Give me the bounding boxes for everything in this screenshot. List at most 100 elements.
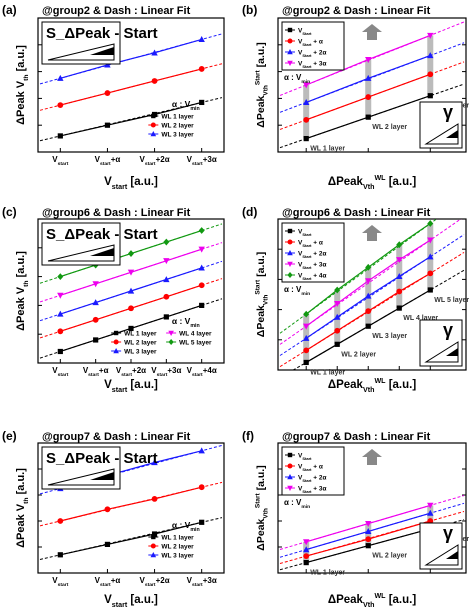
data-point [303,136,309,142]
data-point [57,310,64,317]
legend-label: WL 2 layer [161,123,194,130]
data-point [365,278,372,285]
data-point [334,300,341,307]
alpha-note: α : Vmin [172,316,200,329]
legend-label: WL 1 layer [124,331,157,338]
data-point [151,459,158,466]
legend-marker [113,339,119,345]
y-axis-label: ΔPeak Vth [a.u.] [15,45,30,125]
data-point [427,518,434,524]
x-tick-label: Vstart+4α [187,366,217,378]
series-line [60,521,202,556]
series-line [60,486,202,522]
data-point [427,253,434,260]
legend-marker [287,60,293,66]
wl-label: WL 2 layer [372,124,407,131]
data-point [199,99,205,106]
legend-label: WL 3 layer [124,349,157,356]
plot-frame [37,17,225,153]
range-bar [427,35,434,96]
legend-marker [113,330,119,336]
legend-marker [287,239,293,245]
data-point [365,114,371,120]
data-point [57,348,63,355]
panel-e: (e) @group7 & Dash : Linear Fit ΔPeak Vth … [2,429,225,609]
data-point [57,273,64,280]
range-bar [365,59,372,118]
range-bar [303,85,310,139]
plot-frame [277,218,467,371]
data-point [427,52,434,59]
data-point [365,263,372,271]
gamma-label: γ [443,320,453,340]
data-point [365,308,372,315]
slope-triangle-fill [90,472,114,480]
slope-triangle-fill [90,248,114,256]
legend-label: VStart + α [298,240,323,248]
data-point [365,323,371,329]
data-point [427,32,434,39]
data-point [198,484,205,491]
data-point [427,270,434,277]
data-point [365,536,372,543]
legend-marker [287,474,293,480]
wl-label: WL 3 layer [372,333,407,340]
wl-label: WL 5 layer [434,297,469,304]
panel-d: (d) @group6 & Dash : Linear Fit ΔPeakVthSt… [242,205,469,394]
y-axis-label: ΔPeakVthStart [a.u.] [254,465,269,550]
y-axis-label: ΔPeakVthStart [a.u.] [254,252,269,337]
legend-box [281,222,345,283]
gamma-label: γ [443,523,453,543]
legend-label: WL 5 layer [179,340,212,347]
chart-title: @group2 & Dash : Linear Fit [282,5,431,17]
data-point [396,288,403,295]
data-point [198,282,205,289]
data-point [303,553,310,559]
x-tick-label: Vstart [52,155,68,167]
data-point [427,509,434,516]
data-point [57,102,64,108]
range-bar [427,505,434,529]
alpha-note: α : Vmin [172,520,200,533]
legend-marker [287,27,293,33]
alpha-note: α : Vmin [284,498,310,510]
data-point [104,506,111,513]
legend-label: VStart + 3α [298,486,327,494]
data-point [128,305,134,312]
legend-marker [168,330,174,336]
data-point [93,337,99,343]
legend-marker [287,485,293,491]
data-point [128,250,134,257]
data-point [104,541,111,547]
legend-label: WL 2 layer [124,340,157,347]
data-point [396,305,402,311]
x-tick-label: Vstart+3α [151,366,181,378]
data-point [396,241,403,249]
data-point [303,82,310,89]
legend-marker [151,113,156,119]
legend-label: VStart [298,229,312,237]
data-point [163,293,170,300]
alpha-note: α : Vmin [284,285,310,297]
data-point [128,325,134,332]
data-point [127,269,135,276]
x-tick-label: Vstart+3α [187,155,217,167]
legend-marker [150,543,156,549]
legend-label: WL 1 layer [161,535,194,542]
series-line [60,101,202,137]
data-point [151,496,158,502]
data-point [427,237,434,244]
gamma-triangle-fill [446,551,458,559]
wl-label: WL 1 layer [310,570,345,577]
legend-label: WL 2 layer [161,544,194,551]
slope-box [41,222,121,266]
data-point [198,66,205,72]
legend-label: WL 3 layer [161,132,194,139]
data-point [163,276,170,283]
data-point [57,328,64,335]
data-point [199,519,205,525]
panel-label: (d) [242,205,257,219]
legend-marker [287,272,293,278]
data-point [365,528,372,534]
